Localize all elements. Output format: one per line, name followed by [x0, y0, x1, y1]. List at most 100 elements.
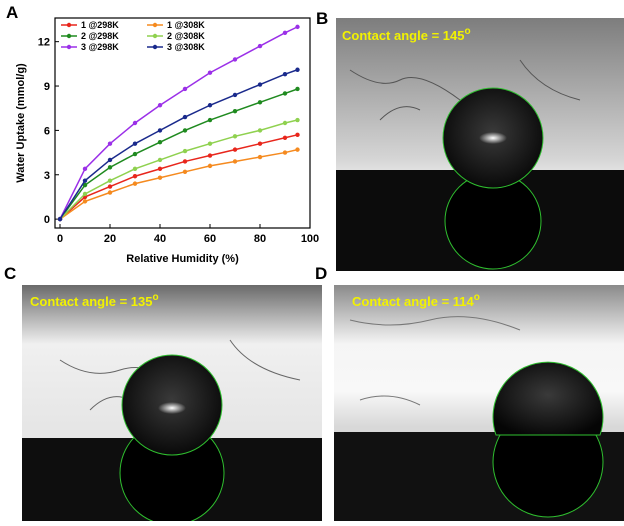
- label-text: Contact angle = 135: [30, 294, 152, 309]
- data-point: [132, 120, 138, 126]
- data-point: [282, 91, 288, 96]
- contact-angle-label: Contact angle = 135o: [30, 292, 159, 309]
- data-point: [232, 159, 238, 164]
- legend-marker: [152, 44, 158, 50]
- data-point: [295, 67, 300, 72]
- data-point: [282, 135, 288, 140]
- y-tick-label: 6: [44, 125, 50, 137]
- data-point: [132, 151, 138, 157]
- data-point: [257, 141, 263, 146]
- legend-marker: [152, 33, 158, 39]
- data-point: [257, 154, 263, 160]
- panel-letter: D: [315, 264, 327, 283]
- data-point: [107, 141, 113, 146]
- data-point: [295, 117, 300, 123]
- x-tick-label: 60: [204, 233, 216, 245]
- data-point: [157, 166, 163, 172]
- data-point: [157, 157, 163, 163]
- data-point: [182, 86, 188, 92]
- label-text: Contact angle = 145: [342, 28, 464, 43]
- data-point: [257, 128, 263, 133]
- data-point: [282, 120, 288, 126]
- data-point: [207, 163, 213, 169]
- legend-label: 2 @308K: [167, 31, 205, 41]
- data-point: [107, 190, 113, 195]
- x-tick-label: 40: [154, 233, 166, 245]
- x-tick-label: 80: [254, 233, 266, 245]
- label-sup: o: [152, 292, 158, 303]
- data-point: [207, 117, 213, 123]
- data-point: [82, 166, 88, 172]
- data-point: [182, 128, 188, 133]
- series-line: [59, 26, 298, 220]
- data-point: [232, 92, 238, 98]
- data-point: [232, 57, 238, 62]
- data-point: [257, 82, 263, 87]
- data-point: [182, 169, 188, 175]
- x-tick-label: 20: [104, 233, 116, 245]
- panel-letter: C: [4, 264, 16, 283]
- data-point: [157, 103, 163, 108]
- x-tick-label: 100: [301, 233, 319, 245]
- photo-d: [334, 285, 624, 521]
- data-point: [232, 147, 238, 152]
- series-line: [59, 119, 298, 220]
- y-tick-label: 9: [44, 81, 50, 93]
- data-point: [295, 24, 300, 30]
- photo-c: [22, 285, 322, 521]
- data-point: [107, 178, 113, 183]
- contact-angle-label: Contact angle = 114o: [352, 292, 480, 309]
- data-point: [257, 100, 263, 105]
- plot-frame: [54, 17, 311, 229]
- data-point: [107, 165, 113, 170]
- data-point: [207, 153, 213, 158]
- data-point: [282, 71, 288, 77]
- data-point: [295, 147, 300, 152]
- legend-marker: [66, 33, 72, 39]
- y-tick-label: 0: [44, 214, 50, 226]
- data-point: [132, 141, 138, 146]
- data-point: [282, 30, 288, 35]
- data-point: [157, 140, 163, 145]
- data-point: [57, 216, 63, 222]
- data-point: [282, 150, 288, 155]
- data-point: [207, 141, 213, 146]
- y-tick-label: 3: [44, 170, 50, 182]
- legend-label: 3 @308K: [167, 42, 205, 52]
- data-point: [295, 86, 300, 92]
- data-point: [257, 43, 263, 49]
- data-point: [107, 157, 113, 163]
- y-axis-label: Water Uptake (mmol/g): [15, 63, 27, 183]
- data-point: [295, 132, 300, 138]
- data-point: [207, 70, 213, 75]
- data-point: [132, 181, 138, 186]
- data-point: [182, 114, 188, 120]
- panel-letter: A: [6, 3, 18, 22]
- label-sup: o: [474, 292, 480, 303]
- data-point: [207, 103, 213, 108]
- data-point: [132, 174, 138, 179]
- y-tick-label: 12: [38, 37, 50, 49]
- x-axis-label: Relative Humidity (%): [126, 253, 239, 265]
- data-point: [107, 184, 113, 189]
- legend-marker: [66, 22, 72, 28]
- legend-label: 3 @298K: [81, 42, 119, 52]
- label-sup: o: [464, 26, 470, 37]
- data-point: [82, 182, 88, 188]
- data-point: [82, 199, 88, 204]
- photo-b: [336, 18, 624, 271]
- data-point: [157, 128, 163, 133]
- x-tick-label: 0: [57, 233, 63, 245]
- data-point: [232, 134, 238, 139]
- data-point: [82, 178, 88, 183]
- legend-label: 1 @308K: [167, 20, 205, 30]
- legend-label: 1 @298K: [81, 20, 119, 30]
- panel-letter: B: [316, 9, 328, 28]
- series-line: [59, 148, 298, 220]
- data-point: [182, 148, 188, 154]
- legend-label: 2 @298K: [81, 31, 119, 41]
- data-point: [182, 159, 188, 164]
- legend-marker: [66, 44, 72, 50]
- data-point: [232, 108, 238, 114]
